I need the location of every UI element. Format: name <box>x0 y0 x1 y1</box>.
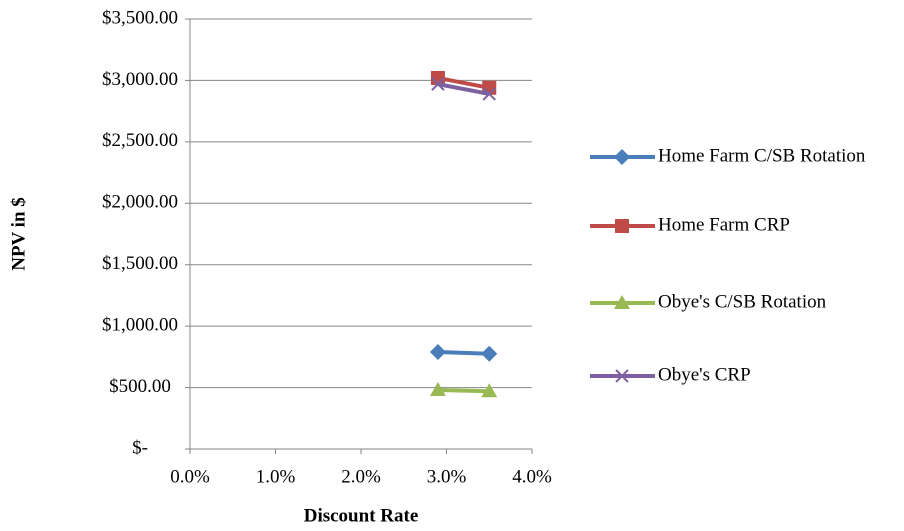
legend-item: Home Farm CRP <box>590 214 790 235</box>
series-line <box>437 76 490 90</box>
legend-item: Obye's C/SB Rotation <box>590 291 827 312</box>
marker <box>482 87 496 101</box>
legend-label: Obye's CRP <box>658 364 751 385</box>
marker <box>481 383 498 398</box>
y-axis-title: NPV in $ <box>8 197 29 271</box>
marker <box>481 345 498 362</box>
series-line <box>437 388 490 394</box>
legend-item: Obye's CRP <box>590 364 751 385</box>
y-tick-label: $- <box>132 437 148 458</box>
marker <box>431 77 445 91</box>
y-tick-label: $1,000.00 <box>102 315 178 336</box>
y-tick-label: $2,000.00 <box>102 192 178 213</box>
x-tick-label: 1.0% <box>256 466 296 487</box>
marker <box>614 295 630 309</box>
legend-item: Home Farm C/SB Rotation <box>590 145 866 166</box>
y-tick-label: $2,500.00 <box>102 130 178 151</box>
y-tick-label: $3,000.00 <box>102 69 178 90</box>
marker <box>429 382 446 397</box>
marker <box>615 369 629 383</box>
legend-label: Home Farm CRP <box>658 214 790 235</box>
y-tick-label: $500.00 <box>109 376 171 397</box>
legend-label: Home Farm C/SB Rotation <box>658 145 866 166</box>
y-tick-label: $3,500.00 <box>102 7 178 28</box>
x-axis-title: Discount Rate <box>304 505 419 526</box>
marker <box>615 219 629 233</box>
x-tick-label: 2.0% <box>341 466 381 487</box>
marker <box>429 343 446 360</box>
x-tick-label: 3.0% <box>427 466 467 487</box>
x-tick-label: 4.0% <box>512 466 552 487</box>
series-line <box>437 82 490 96</box>
x-tick-label: 0.0% <box>170 466 210 487</box>
legend-label: Obye's C/SB Rotation <box>658 291 827 312</box>
y-tick-label: $1,500.00 <box>102 253 178 274</box>
series-line <box>437 349 490 356</box>
marker <box>614 149 630 165</box>
